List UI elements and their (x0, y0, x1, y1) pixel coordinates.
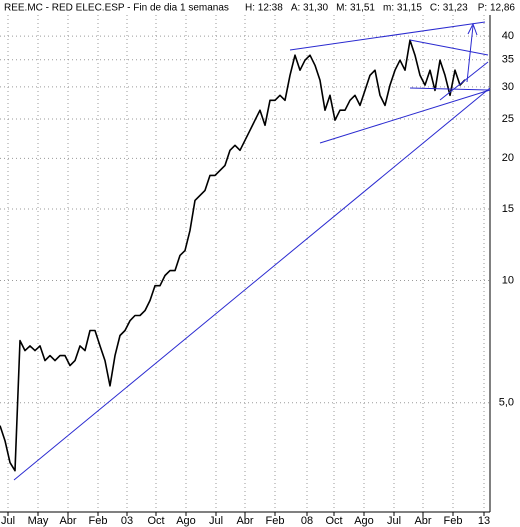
trendlines (13, 21, 491, 481)
x-tick-label: 08 (301, 515, 313, 527)
trendline (289, 21, 486, 51)
y-tick-label: 35 (502, 54, 514, 66)
trendline (319, 89, 491, 144)
x-tick-label: Feb (266, 515, 285, 527)
header-stat: C: 31,23 (430, 3, 468, 14)
x-tick-label: Oct (325, 515, 342, 527)
price-line (0, 39, 466, 472)
header-stat: m: 31,15 (383, 3, 422, 14)
x-tick-label: Abr (414, 515, 431, 527)
trendline (409, 39, 489, 56)
x-tick-label: 13 (478, 515, 490, 527)
y-tick-label: 20 (502, 152, 514, 164)
x-tick-label: Feb (444, 515, 463, 527)
x-tick-label: Ago (176, 515, 196, 527)
y-tick-label: 5,0 (499, 397, 514, 409)
trendline (13, 87, 491, 481)
x-tick-label: Abr (236, 515, 253, 527)
x-tick-label: 03 (121, 515, 133, 527)
x-tick-label: Jul (209, 515, 223, 527)
x-tick-label: May (28, 515, 49, 527)
plot (0, 39, 466, 472)
trendline (439, 61, 489, 101)
arrow-head (467, 22, 478, 36)
x-tick-label: Oct (147, 515, 164, 527)
x-tick-label: Ago (354, 515, 374, 527)
header-stat: M: 31,51 (336, 3, 375, 14)
x-tick-label: Feb (89, 515, 108, 527)
y-tick-label: 25 (502, 113, 514, 125)
x-tick-label: Abr (59, 515, 76, 527)
y-tick-label: 10 (502, 274, 514, 286)
x-tick-label: Jul (1, 515, 15, 527)
header-stat: A: 31,30 (291, 3, 329, 14)
title: REE.MC - RED ELEC.ESP - Fin de dia 1 sem… (4, 3, 229, 14)
y-tick-label: 40 (502, 30, 514, 42)
y-tick-label: 30 (502, 81, 514, 93)
arrow (466, 25, 474, 83)
grid (0, 15, 490, 510)
x-tick-label: Jul (387, 515, 401, 527)
y-tick-label: 15 (502, 203, 514, 215)
header-alert: P: 12,86 (478, 3, 516, 14)
header: REE.MC - RED ELEC.ESP - Fin de dia 1 sem… (4, 3, 515, 14)
trendline (409, 87, 489, 91)
header-stat: H: 12:38 (245, 3, 283, 14)
